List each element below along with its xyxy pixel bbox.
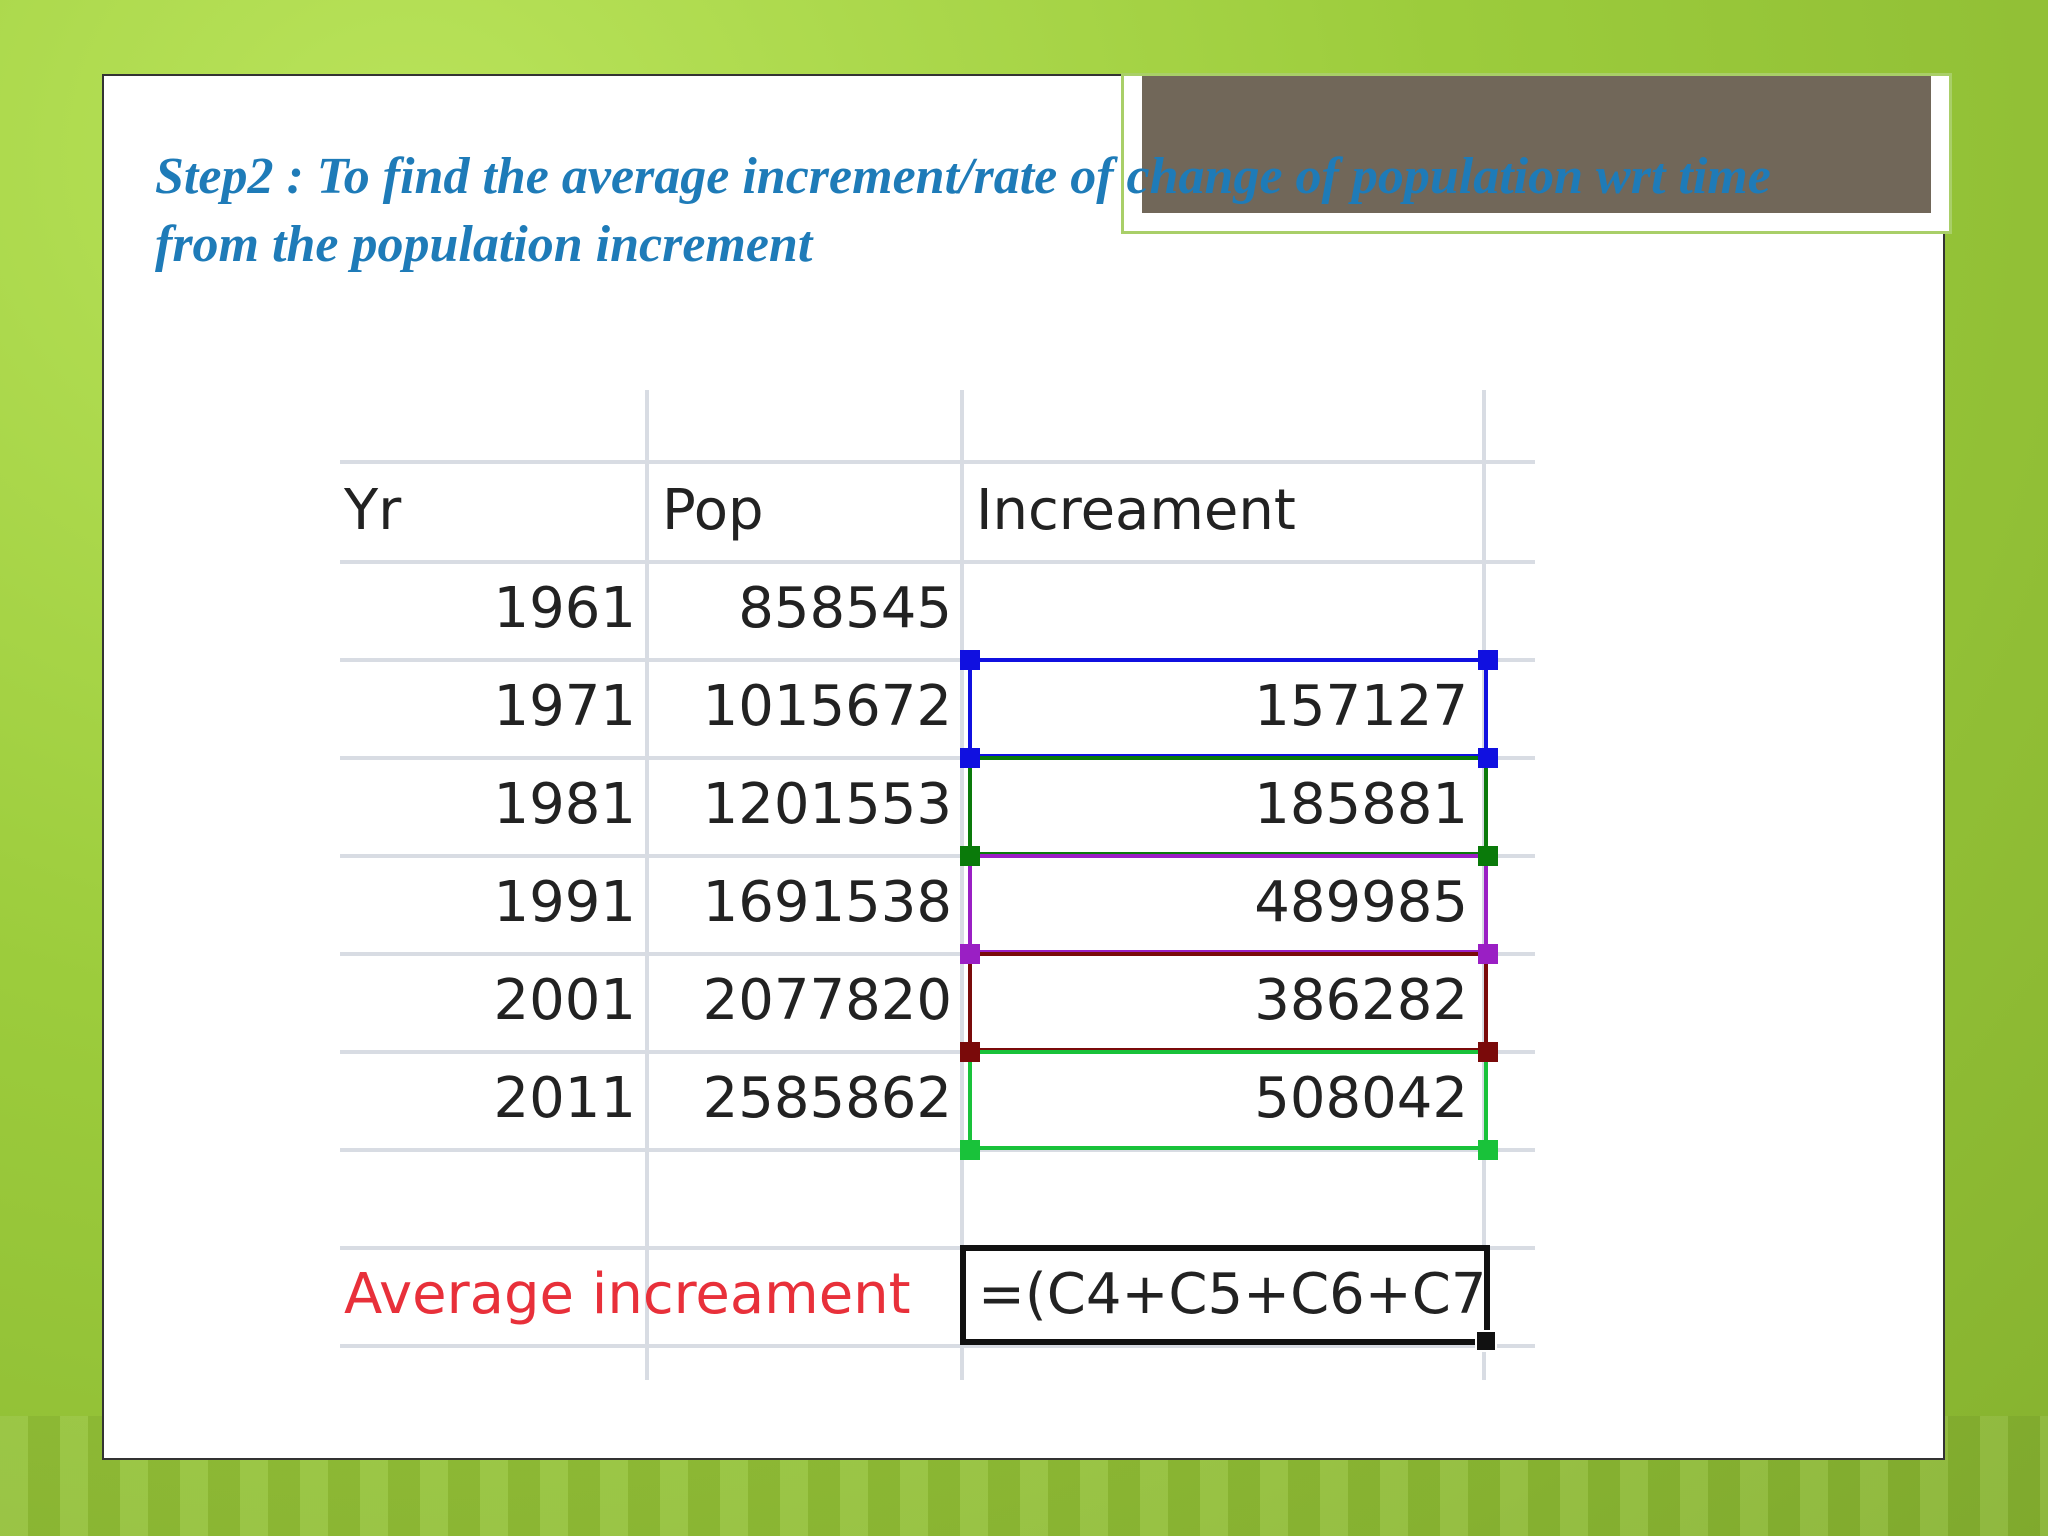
range-handle[interactable]: [1478, 748, 1498, 768]
range-handle[interactable]: [1478, 1042, 1498, 1062]
formula-reference-range: [968, 1050, 1488, 1150]
cell-pop[interactable]: 2077820: [702, 968, 952, 1033]
cell-increment[interactable]: 157127: [1254, 674, 1468, 739]
cell-yr[interactable]: 2001: [493, 968, 636, 1033]
average-label-cell[interactable]: Average increament: [344, 1262, 911, 1327]
grid-line: [645, 390, 649, 1380]
cell-increment[interactable]: 508042: [1254, 1066, 1468, 1131]
header-pop[interactable]: Pop: [662, 478, 764, 543]
grid-line: [960, 390, 964, 1380]
header-increment[interactable]: Increament: [976, 478, 1296, 543]
slide: [102, 74, 1949, 1460]
active-formula-cell[interactable]: =(C4+C5+C6+C7+C8: [960, 1245, 1490, 1345]
formula-reference-range: [968, 756, 1488, 856]
cell-yr[interactable]: 1981: [493, 772, 636, 837]
grid-line: [340, 460, 1535, 464]
range-handle[interactable]: [1478, 944, 1498, 964]
range-handle[interactable]: [1478, 846, 1498, 866]
grid-line: [340, 1344, 1535, 1348]
fill-handle[interactable]: [1475, 1330, 1497, 1352]
grid-line: [340, 952, 1535, 956]
cell-pop[interactable]: 1201553: [702, 772, 952, 837]
range-handle[interactable]: [1478, 650, 1498, 670]
cell-increment[interactable]: [968, 560, 1468, 658]
grid-line: [340, 1148, 1535, 1152]
spreadsheet-snippet: Yr Pop Increament 1961 858545 1971 10156…: [340, 390, 1540, 1380]
cell-yr[interactable]: 1991: [493, 870, 636, 935]
title-placeholder: [1124, 76, 1949, 231]
grid-line: [340, 854, 1535, 858]
header-yr[interactable]: Yr: [344, 478, 402, 543]
formula-reference-range: [968, 854, 1488, 954]
cell-increment[interactable]: 489985: [1254, 870, 1468, 935]
cell-pop[interactable]: 1015672: [702, 674, 952, 739]
range-handle[interactable]: [960, 650, 980, 670]
cell-pop[interactable]: 2585862: [702, 1066, 952, 1131]
grid-line: [340, 560, 1535, 564]
cell-pop[interactable]: 1691538: [702, 870, 952, 935]
grid-line: [340, 658, 1535, 662]
cell-increment[interactable]: 386282: [1254, 968, 1468, 1033]
cell-yr[interactable]: 1971: [493, 674, 636, 739]
cell-yr[interactable]: 1961: [493, 576, 636, 641]
formula-text: =(C4+C5+C6+C7+C8: [978, 1262, 1487, 1327]
formula-reference-range: [968, 658, 1488, 758]
range-handle[interactable]: [960, 1140, 980, 1160]
cell-pop[interactable]: 858545: [738, 576, 952, 641]
title-placeholder-fill: [1142, 76, 1931, 213]
grid-line: [340, 756, 1535, 760]
formula-reference-range: [968, 952, 1488, 1052]
grid-line: [340, 1050, 1535, 1054]
range-handle[interactable]: [960, 1042, 980, 1062]
range-handle[interactable]: [960, 748, 980, 768]
slide-heading: Step2 : To find the average increment/ra…: [155, 148, 1771, 273]
range-handle[interactable]: [960, 846, 980, 866]
cell-increment[interactable]: 185881: [1254, 772, 1468, 837]
range-handle[interactable]: [960, 944, 980, 964]
cell-yr[interactable]: 2011: [493, 1066, 636, 1131]
grid-line: [340, 1246, 1535, 1250]
range-handle[interactable]: [1478, 1140, 1498, 1160]
